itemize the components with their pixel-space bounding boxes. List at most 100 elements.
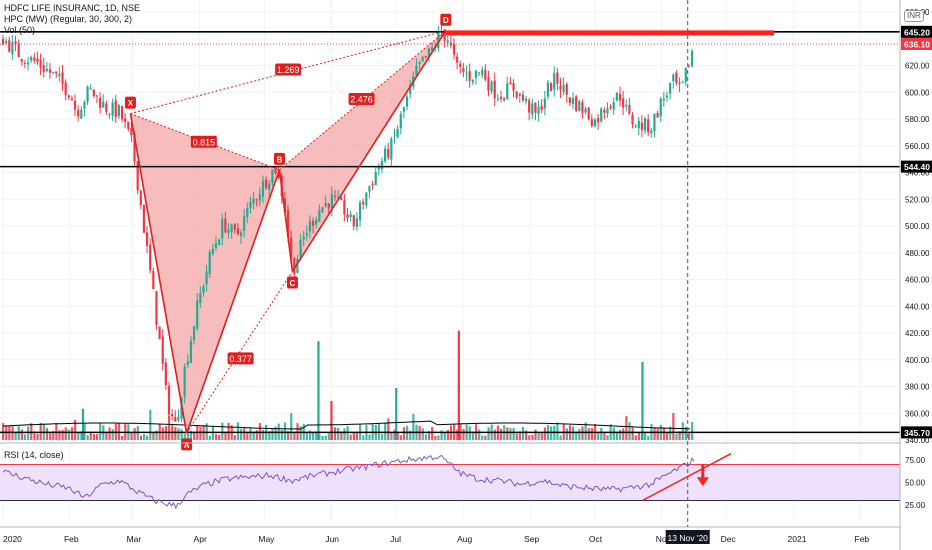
candle-body [290, 237, 293, 258]
volume-bar [255, 430, 258, 440]
pattern-point-c[interactable]: C [290, 279, 296, 288]
volume-bar [233, 435, 236, 440]
volume-bar [499, 429, 503, 440]
pattern-point-a[interactable]: A [184, 441, 190, 450]
candle-body [509, 82, 512, 85]
candle-body [55, 71, 58, 74]
volume-bar [142, 434, 146, 440]
horizontal-levels[interactable] [0, 30, 900, 434]
ratio-label[interactable]: 2.476 [350, 94, 373, 104]
candle-body [305, 233, 308, 236]
candle-body [537, 106, 540, 115]
pattern-point-b[interactable]: B [277, 155, 283, 164]
time-axis[interactable]: 2020 Feb Mar Apr May Jun Jul Aug Sep Oct Nov Dec 202… [0, 526, 900, 544]
candle-body [384, 148, 387, 162]
volume-bar [27, 426, 30, 440]
volume-bar [575, 431, 578, 440]
volume-bar [581, 426, 584, 440]
candle-body [528, 100, 531, 113]
volume-bar [55, 423, 58, 440]
level-price-tag[interactable]: 544.40 [904, 162, 930, 172]
volume-legend[interactable]: Vol (50) [4, 25, 36, 35]
price-tick-label: 340.00 [905, 436, 930, 445]
candle-body [167, 385, 171, 415]
candle-body [196, 300, 199, 329]
cursor-date-label: 13 Nov '20 [668, 533, 709, 543]
volume-bar [625, 416, 628, 440]
candle-body [224, 218, 227, 233]
candle-body [243, 216, 246, 231]
ratio-label[interactable]: 1.269 [277, 65, 300, 75]
candle-body [665, 95, 669, 98]
candle-body [48, 69, 52, 73]
indicator-legend[interactable]: HPC (MW) (Regular, 30, 300, 2) [4, 14, 133, 24]
volume-bar [218, 434, 221, 440]
candle-body [70, 98, 74, 101]
candle-body [349, 214, 352, 218]
volume-bar [221, 422, 224, 440]
level-price-tag[interactable]: 645.20 [904, 27, 930, 37]
pattern-point-x[interactable]: X [128, 99, 134, 108]
candle-body [124, 118, 127, 122]
candle-body [183, 366, 186, 397]
pattern-point-bg [286, 276, 298, 289]
volume-bar [293, 432, 296, 440]
candle-body [456, 56, 459, 63]
symbol-title[interactable]: HDFC LIFE INSURANC, 1D, NSE [4, 3, 141, 13]
volume-bar [343, 428, 346, 440]
candle-body [98, 97, 102, 108]
volume-bar [393, 429, 396, 440]
candle-body [484, 69, 487, 80]
ratio-label[interactable]: 0.377 [229, 354, 252, 364]
level-price-tag-bg [901, 426, 932, 439]
volume-bar [315, 431, 318, 440]
rsi-band [0, 464, 900, 501]
harmonic-pattern[interactable]: 0.815 0.377 1.269 2.476 X A B C D [124, 13, 452, 451]
candle-body [67, 95, 70, 98]
candle-body [199, 293, 202, 303]
candle-body [77, 109, 80, 117]
candle-body [211, 248, 214, 254]
candle-body [86, 86, 89, 102]
volume-bar [11, 426, 14, 440]
candle-body [145, 232, 149, 246]
volume-bar [152, 432, 155, 440]
level-price-tag[interactable]: 636.10 [904, 39, 930, 49]
volume-bar [481, 435, 484, 440]
candle-body [11, 42, 14, 55]
volume-bar [584, 422, 587, 440]
volume-bar [240, 428, 243, 440]
candle-body [102, 101, 105, 108]
candle-body [192, 326, 196, 341]
level-price-tag[interactable]: 345.70 [904, 428, 930, 438]
rsi-trendline[interactable] [642, 453, 732, 502]
pattern-point-d[interactable]: D [443, 16, 449, 25]
ratio-label[interactable]: 0.815 [193, 137, 216, 147]
level-price-tag-bg [901, 37, 932, 50]
volume-bar [600, 428, 603, 440]
volume-bar [395, 388, 398, 440]
candle-body [471, 80, 474, 83]
volume-bar [615, 431, 619, 440]
volume-bar [578, 428, 581, 440]
rsi-legend[interactable]: RSI (14, close) [4, 450, 64, 460]
volume-bar [590, 428, 594, 440]
volume-bar [167, 415, 171, 440]
candle-body [371, 184, 374, 186]
down-arrow-head[interactable] [696, 477, 709, 487]
volume-bar [45, 428, 49, 440]
volume-bar [487, 427, 490, 440]
volume-bar [446, 430, 449, 440]
volume-bar [58, 430, 61, 440]
candle-body [315, 219, 318, 225]
candle-body [622, 98, 625, 108]
candle-body [293, 257, 296, 275]
volume-bar [208, 435, 211, 440]
candle-body [659, 98, 662, 117]
candle-body [615, 92, 618, 101]
volume-bar [628, 422, 631, 440]
volume-bar [246, 432, 249, 440]
time-tick-label: Oct [589, 534, 603, 544]
volume-ma-line [2, 420, 690, 430]
